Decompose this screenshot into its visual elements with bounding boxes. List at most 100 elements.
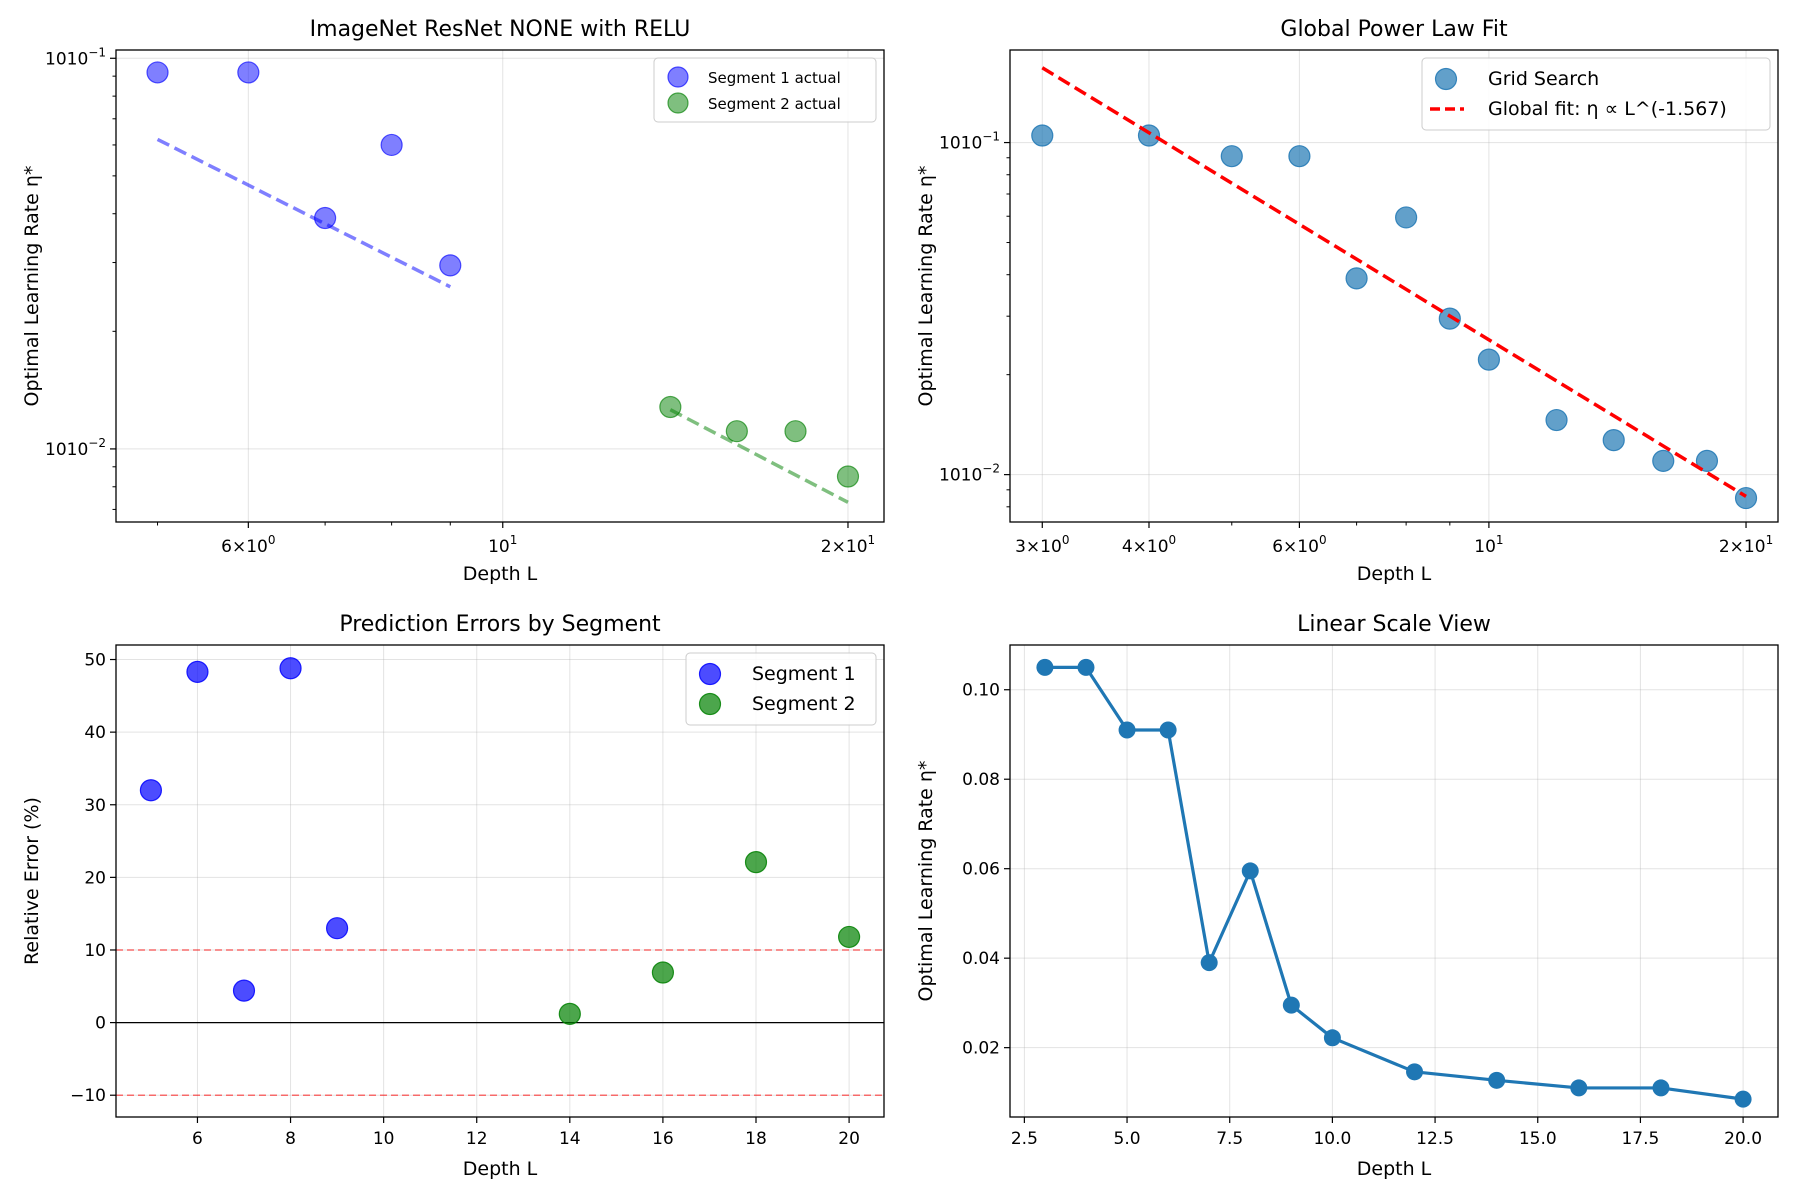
x-tick-label: 101: [1474, 533, 1503, 557]
y-tick-label: 30: [84, 796, 106, 816]
y-axis-label: Optimal Learning Rate η*: [21, 166, 43, 407]
tick-mantissa: 10: [939, 134, 961, 154]
tick-times: ×: [1026, 537, 1040, 557]
tick-times: ×: [1133, 537, 1147, 557]
x-tick-label: 2.5: [1011, 1129, 1038, 1149]
x-tick-label: 101: [488, 533, 517, 557]
data-point: [1652, 1079, 1670, 1097]
tick-exp-base: 10: [961, 466, 983, 486]
plot-area: [116, 50, 884, 522]
y-tick-label: 0.02: [962, 1039, 1000, 1059]
data-point: [279, 657, 302, 680]
axes-frame: [115, 644, 885, 1118]
data-point: [1652, 449, 1675, 472]
segment-fit-line: [156, 137, 452, 289]
tick-exponent: 1: [868, 533, 876, 547]
tick-exponent: 0: [1062, 533, 1070, 547]
legend-marker: [667, 92, 689, 114]
x-axis-label: Depth L: [463, 1158, 538, 1180]
data-point: [1406, 1063, 1424, 1081]
data-point: [1241, 862, 1259, 880]
chart-panel-2: 3×100 4×100 6×100 101 2×1011010−21010−1Globa…: [915, 17, 1779, 585]
y-tick-label: 1010−2: [45, 436, 106, 460]
x-tick-label: 20: [838, 1129, 860, 1149]
axes-frame: [115, 49, 885, 523]
y-tick-label: 0: [95, 1014, 106, 1034]
tick-exp-base: 10: [488, 537, 510, 557]
tick-exp-base: 10: [1040, 537, 1062, 557]
tick-exp-base: 10: [1297, 537, 1319, 557]
y-tick-label: 0.06: [962, 860, 1000, 880]
x-tick-label: 8: [285, 1129, 296, 1149]
data-point: [1200, 954, 1218, 972]
y-tick-label: 1010−2: [939, 462, 1000, 486]
legend-label: Segment 2 actual: [708, 95, 841, 113]
tick-exp-base: 10: [246, 537, 268, 557]
data-point: [1395, 206, 1418, 229]
y-tick-label: 0.10: [962, 681, 1000, 701]
tick-mantissa: 10: [939, 466, 961, 486]
tick-mantissa: 2: [1719, 537, 1730, 557]
data-point: [836, 465, 860, 488]
x-tick-label: 10.0: [1313, 1129, 1351, 1149]
tick-mantissa: 10: [45, 49, 67, 69]
data-point: [325, 917, 349, 940]
y-tick-label: 50: [84, 651, 106, 671]
data-point: [1734, 486, 1758, 510]
tick-exponent: 0: [268, 533, 276, 547]
y-tick-label: 1010−1: [939, 130, 1000, 154]
data-point: [659, 395, 682, 419]
data-point: [1036, 658, 1054, 676]
x-tick-label: 10: [373, 1129, 395, 1149]
y-tick-label: −10: [70, 1086, 106, 1106]
x-tick-label: 15.0: [1519, 1129, 1557, 1149]
x-tick-label: 18: [745, 1129, 767, 1149]
x-tick-label: 17.5: [1621, 1129, 1659, 1149]
tick-times: ×: [1283, 537, 1297, 557]
tick-exponent: −2: [88, 436, 106, 450]
data-point: [439, 254, 462, 277]
legend: Segment 1 actual Segment 2 actual: [653, 57, 877, 123]
x-tick-label: 6: [192, 1129, 203, 1149]
tick-times: ×: [1730, 537, 1744, 557]
x-tick-label: 6×100: [221, 533, 275, 557]
tick-mantissa: 10: [45, 440, 67, 460]
x-axis-label: Depth L: [1357, 1158, 1432, 1180]
legend-marker: [1434, 67, 1458, 91]
x-tick-label: 4×100: [1122, 533, 1176, 557]
tick-exp-base: 10: [1147, 537, 1169, 557]
y-tick-label: 0.08: [962, 770, 1000, 790]
tick-mantissa: 6: [221, 537, 232, 557]
x-tick-label: 6×100: [1272, 533, 1326, 557]
x-tick-label: 16: [652, 1129, 674, 1149]
x-axis-label: Depth L: [463, 563, 538, 585]
chart-title: Global Power Law Fit: [1280, 17, 1508, 42]
legend-label: Global fit: η ∝ L^(-1.567): [1488, 98, 1727, 120]
x-tick-label: 14: [559, 1129, 581, 1149]
data-point: [186, 660, 209, 683]
legend-box: [685, 652, 877, 726]
data-point: [1545, 408, 1568, 432]
data-point: [232, 979, 256, 1002]
tick-exp-base: 10: [846, 537, 868, 557]
legend: Grid Search Global fit: η ∝ L^(-1.567): [1421, 57, 1771, 131]
y-tick-label: 40: [84, 723, 106, 743]
data-point: [1288, 145, 1311, 168]
x-tick-label: 7.5: [1216, 1129, 1243, 1149]
tick-exp-base: 10: [67, 440, 89, 460]
legend-label: Segment 2: [752, 693, 856, 715]
global-fit-line: [1041, 66, 1747, 498]
data-point: [1220, 145, 1243, 168]
legend-label: Grid Search: [1488, 68, 1599, 90]
plot-area: [116, 645, 884, 1117]
data-point: [1345, 267, 1368, 290]
tick-exponent: −1: [982, 130, 1000, 144]
data-point: [314, 206, 337, 230]
plot-area: [1010, 645, 1778, 1117]
tick-exp-base: 10: [1744, 537, 1766, 557]
chart-title: ImageNet ResNet NONE with RELU: [310, 17, 691, 42]
data-point: [146, 61, 169, 84]
y-tick-label: 1010−1: [45, 45, 106, 69]
tick-exp-base: 10: [961, 134, 983, 154]
data-point: [139, 779, 163, 802]
